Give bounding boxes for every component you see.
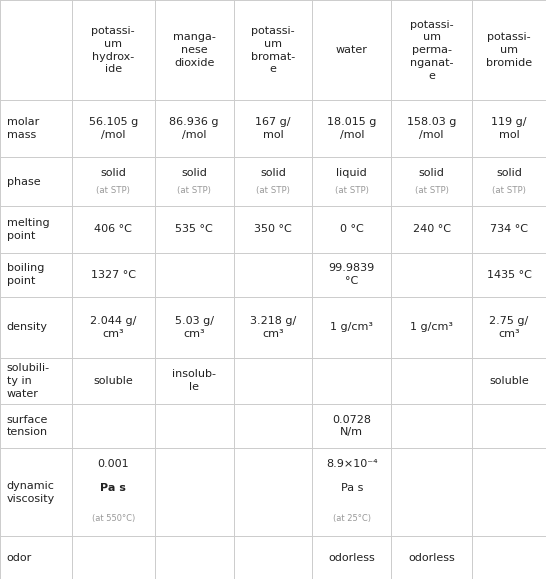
Text: 240 °C: 240 °C xyxy=(413,225,450,234)
Text: water: water xyxy=(336,45,368,55)
Text: 1327 °C: 1327 °C xyxy=(91,270,135,280)
Text: 1 g/cm³: 1 g/cm³ xyxy=(410,322,453,332)
Text: solid: solid xyxy=(100,168,126,178)
Text: 56.105 g
/mol: 56.105 g /mol xyxy=(88,117,138,140)
Text: potassi-
um
bromat-
e: potassi- um bromat- e xyxy=(251,26,295,75)
Text: potassi-
um
bromide: potassi- um bromide xyxy=(486,32,532,68)
Text: (at 25°C): (at 25°C) xyxy=(333,514,371,523)
Text: liquid: liquid xyxy=(336,168,367,178)
Text: 8.9×10⁻⁴: 8.9×10⁻⁴ xyxy=(326,459,378,469)
Text: Pa s: Pa s xyxy=(341,483,363,493)
Text: (at 550°C): (at 550°C) xyxy=(92,514,135,523)
Text: soluble: soluble xyxy=(93,376,133,386)
Text: odor: odor xyxy=(7,552,32,563)
Text: solid: solid xyxy=(496,168,522,178)
Text: 406 °C: 406 °C xyxy=(94,225,132,234)
Text: manga-
nese
dioxide: manga- nese dioxide xyxy=(173,32,216,68)
Text: melting
point: melting point xyxy=(7,218,49,241)
Text: soluble: soluble xyxy=(489,376,529,386)
Text: potassi-
um
hydrox-
ide: potassi- um hydrox- ide xyxy=(91,26,135,75)
Text: 119 g/
mol: 119 g/ mol xyxy=(491,117,527,140)
Text: potassi-
um
perma-
nganat-
e: potassi- um perma- nganat- e xyxy=(410,20,454,81)
Text: surface
tension: surface tension xyxy=(7,415,48,437)
Text: 0 °C: 0 °C xyxy=(340,225,364,234)
Text: 18.015 g
/mol: 18.015 g /mol xyxy=(327,117,377,140)
Text: insolub-
le: insolub- le xyxy=(172,369,216,392)
Text: (at STP): (at STP) xyxy=(415,186,449,195)
Text: solid: solid xyxy=(260,168,286,178)
Text: 350 °C: 350 °C xyxy=(254,225,292,234)
Text: phase: phase xyxy=(7,177,40,186)
Text: (at STP): (at STP) xyxy=(96,186,130,195)
Text: Pa s: Pa s xyxy=(100,483,126,493)
Text: molar
mass: molar mass xyxy=(7,117,39,140)
Text: 3.218 g/
cm³: 3.218 g/ cm³ xyxy=(250,316,296,339)
Text: solubili-
ty in
water: solubili- ty in water xyxy=(7,363,50,398)
Text: boiling
point: boiling point xyxy=(7,263,44,286)
Text: 5.03 g/
cm³: 5.03 g/ cm³ xyxy=(175,316,213,339)
Text: odorless: odorless xyxy=(329,552,375,563)
Text: 0.001: 0.001 xyxy=(97,459,129,469)
Text: (at STP): (at STP) xyxy=(256,186,290,195)
Text: 1435 °C: 1435 °C xyxy=(486,270,531,280)
Text: 734 °C: 734 °C xyxy=(490,225,528,234)
Text: 167 g/
mol: 167 g/ mol xyxy=(255,117,291,140)
Text: (at STP): (at STP) xyxy=(335,186,369,195)
Text: density: density xyxy=(7,322,48,332)
Text: (at STP): (at STP) xyxy=(492,186,526,195)
Text: 158.03 g
/mol: 158.03 g /mol xyxy=(407,117,456,140)
Text: 86.936 g
/mol: 86.936 g /mol xyxy=(169,117,219,140)
Text: solid: solid xyxy=(419,168,444,178)
Text: 2.044 g/
cm³: 2.044 g/ cm³ xyxy=(90,316,136,339)
Text: 2.75 g/
cm³: 2.75 g/ cm³ xyxy=(489,316,529,339)
Text: 0.0728
N/m: 0.0728 N/m xyxy=(333,415,371,437)
Text: 535 °C: 535 °C xyxy=(175,225,213,234)
Text: 1 g/cm³: 1 g/cm³ xyxy=(330,322,373,332)
Text: 99.9839
°C: 99.9839 °C xyxy=(329,263,375,286)
Text: odorless: odorless xyxy=(408,552,455,563)
Text: dynamic
viscosity: dynamic viscosity xyxy=(7,481,55,504)
Text: (at STP): (at STP) xyxy=(177,186,211,195)
Text: solid: solid xyxy=(181,168,207,178)
